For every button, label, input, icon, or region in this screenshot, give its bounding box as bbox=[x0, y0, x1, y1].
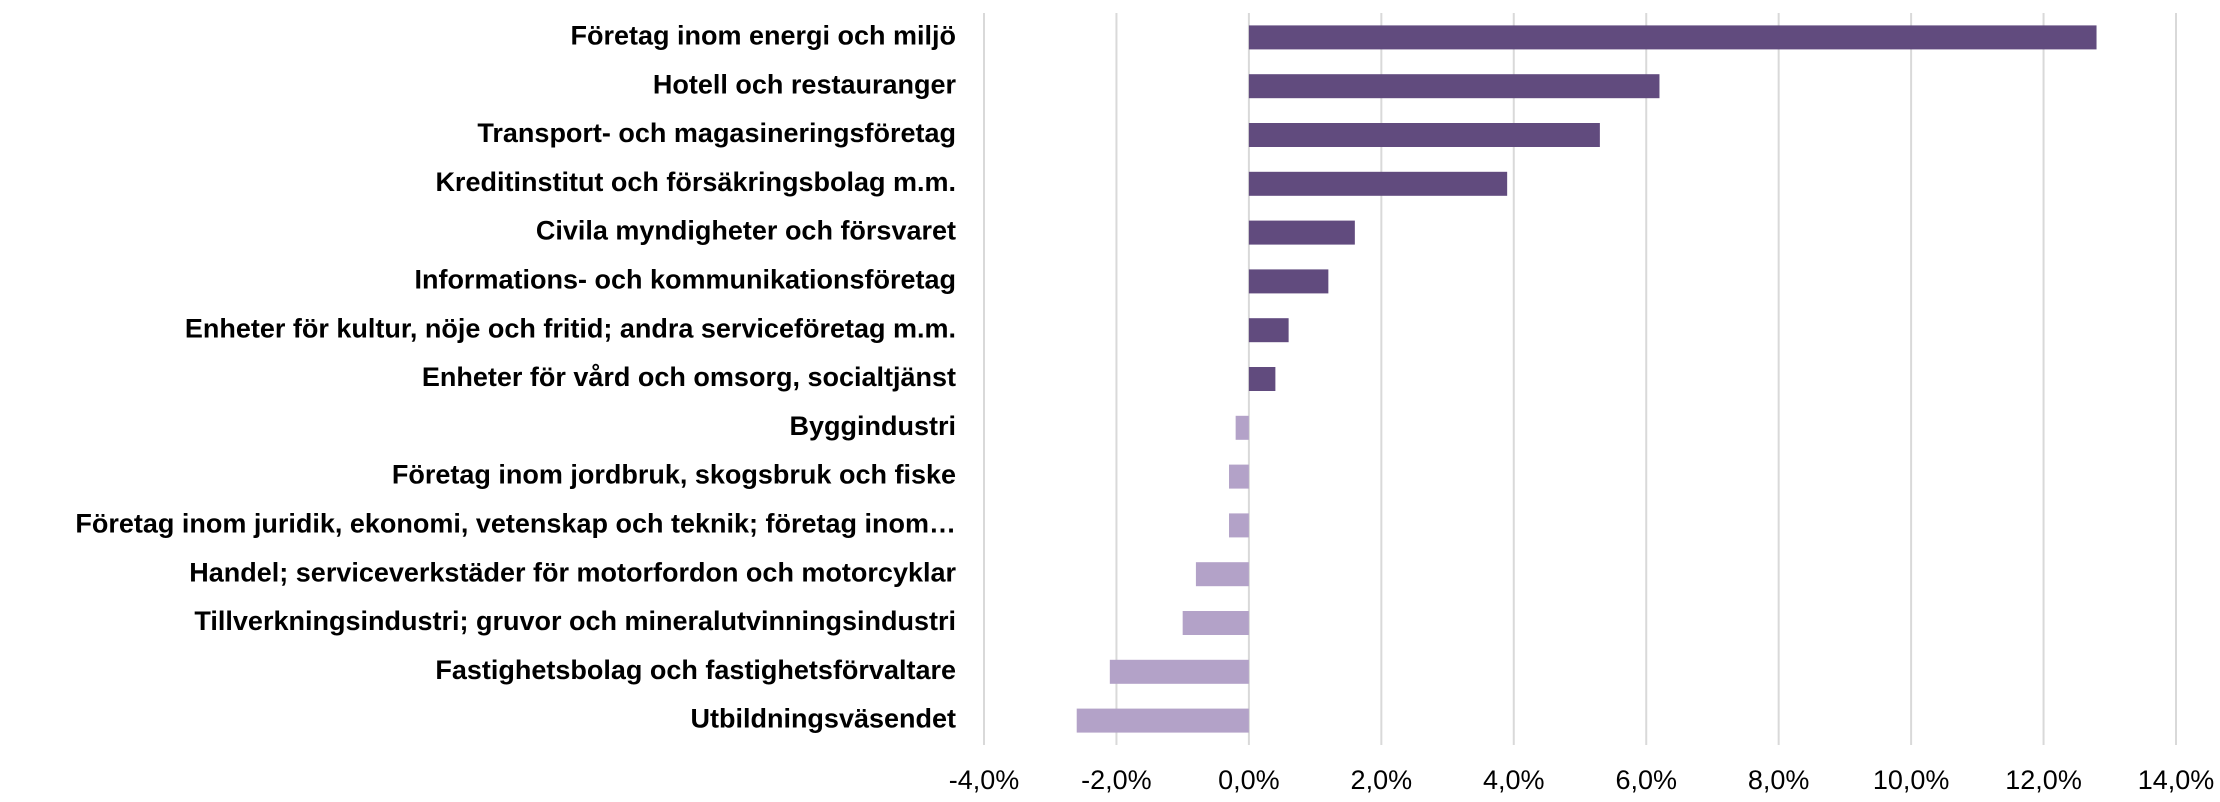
x-tick-label: -2,0% bbox=[1081, 765, 1152, 795]
y-tick-label: Företag inom juridik, ekonomi, vetenskap… bbox=[75, 509, 956, 539]
y-tick-label: Civila myndigheter och försvaret bbox=[536, 216, 956, 246]
bar bbox=[1248, 269, 1329, 294]
bar bbox=[1248, 171, 1508, 196]
y-tick-label: Fastighetsbolag och fastighetsförvaltare bbox=[435, 655, 956, 685]
y-tick-label: Tillverkningsindustri; gruvor och minera… bbox=[194, 606, 956, 636]
x-tick-label: 6,0% bbox=[1615, 765, 1677, 795]
y-tick-label: Informations- och kommunikationsföretag bbox=[414, 265, 956, 295]
x-tick-label: 10,0% bbox=[1873, 765, 1950, 795]
x-tick-label: 8,0% bbox=[1748, 765, 1810, 795]
y-tick-label: Kreditinstitut och försäkringsbolag m.m. bbox=[435, 167, 956, 197]
x-tick-label: 14,0% bbox=[2138, 765, 2215, 795]
bar bbox=[1195, 562, 1249, 587]
y-tick-label: Hotell och restauranger bbox=[653, 69, 957, 99]
bar bbox=[1229, 464, 1249, 489]
x-tick-label: 4,0% bbox=[1483, 765, 1545, 795]
bar bbox=[1248, 74, 1660, 99]
x-tick-label: 2,0% bbox=[1351, 765, 1413, 795]
y-tick-label: Enheter för kultur, nöje och fritid; and… bbox=[185, 313, 956, 343]
x-tick-label: -4,0% bbox=[949, 765, 1020, 795]
bar bbox=[1248, 25, 2097, 50]
bar bbox=[1235, 415, 1249, 440]
bar bbox=[1182, 611, 1249, 635]
y-tick-label: Företag inom energi och miljö bbox=[570, 21, 956, 51]
y-tick-label: Utbildningsväsendet bbox=[690, 704, 956, 734]
y-tick-label: Handel; serviceverkstäder för motorfordo… bbox=[189, 557, 956, 587]
x-tick-label: 12,0% bbox=[2005, 765, 2082, 795]
bar bbox=[1229, 513, 1249, 538]
y-tick-label: Byggindustri bbox=[790, 411, 957, 441]
x-tick-label: 0,0% bbox=[1218, 765, 1280, 795]
y-tick-label: Företag inom jordbruk, skogsbruk och fis… bbox=[392, 460, 956, 490]
bar bbox=[1248, 123, 1600, 147]
y-tick-label: Enheter för vård och omsorg, socialtjäns… bbox=[422, 362, 956, 392]
bar bbox=[1248, 367, 1276, 391]
y-tick-label: Transport- och magasineringsföretag bbox=[477, 118, 956, 148]
bar bbox=[1248, 220, 1355, 245]
bar bbox=[1109, 659, 1249, 684]
bar bbox=[1076, 708, 1249, 733]
bar bbox=[1248, 318, 1289, 343]
